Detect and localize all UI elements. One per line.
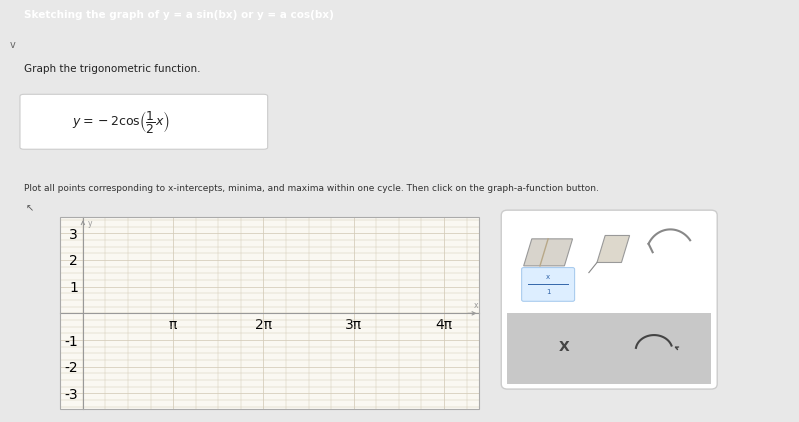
Text: v: v — [10, 40, 15, 50]
FancyBboxPatch shape — [522, 268, 574, 301]
FancyBboxPatch shape — [20, 94, 268, 149]
Text: $y = -2\cos\!\left(\dfrac{1}{2}x\right)$: $y = -2\cos\!\left(\dfrac{1}{2}x\right)$ — [72, 109, 170, 135]
Polygon shape — [597, 235, 630, 262]
FancyBboxPatch shape — [501, 210, 718, 389]
Text: Graph the trigonometric function.: Graph the trigonometric function. — [24, 64, 201, 74]
Text: Sketching the graph of y = a sin(bx) or y = a cos(bx): Sketching the graph of y = a sin(bx) or … — [24, 10, 334, 20]
Polygon shape — [523, 239, 573, 266]
Text: 1: 1 — [546, 289, 551, 295]
Text: ↖: ↖ — [26, 203, 34, 213]
Text: x: x — [546, 274, 551, 280]
Bar — [507, 313, 711, 384]
Text: X: X — [559, 340, 570, 354]
Text: x: x — [474, 301, 478, 310]
Text: y: y — [88, 219, 93, 228]
Text: Plot all points corresponding to x-intercepts, minima, and maxima within one cyc: Plot all points corresponding to x-inter… — [24, 184, 598, 193]
